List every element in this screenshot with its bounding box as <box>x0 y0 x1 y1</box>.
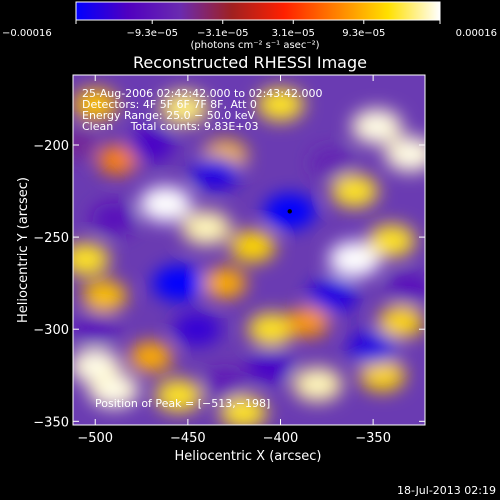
positive-emission-blob <box>82 280 127 312</box>
peak-marker <box>287 209 292 214</box>
emission-core <box>102 382 126 398</box>
peak-dot <box>287 209 292 214</box>
positive-emission-blob <box>73 88 118 121</box>
x-axis-label: Heliocentric X (arcsec) <box>175 449 322 464</box>
negative-emission-blob <box>190 155 241 190</box>
positive-emission-blob <box>97 145 138 175</box>
positive-emission-blob <box>247 312 295 346</box>
axis-ticks: −500 −450 −400 −350 −200 −250 −300 −350 <box>33 75 425 446</box>
positive-emission-blob <box>359 359 406 392</box>
footer-timestamp: 18‐Jul‐2013 02:19 <box>397 484 496 497</box>
negative-emission-blob <box>387 272 425 305</box>
colorbar-tick-label: 0.00016 <box>456 28 497 39</box>
positive-emission-blob <box>73 242 110 276</box>
positive-emission-blob <box>331 174 379 208</box>
plot-frame <box>72 74 426 426</box>
negative-emission-blob <box>173 312 222 347</box>
emission-core <box>342 251 367 268</box>
colorbar-tick-label: 9.3e−05 <box>342 28 385 39</box>
negative-emission-blob <box>311 148 354 179</box>
positive-emission-blob <box>256 87 304 121</box>
y-tick-label: −200 <box>33 139 69 154</box>
positive-emission-blob <box>368 224 416 258</box>
negative-emission-blob <box>73 130 97 160</box>
positive-emission-blob <box>219 395 267 425</box>
x-tick-label: −400 <box>263 431 299 446</box>
intensity-field <box>73 87 425 425</box>
positive-emission-blob <box>287 306 330 337</box>
emission-core <box>398 146 422 163</box>
annotation-energy-range: Energy Range: 25.0 − 50.0 keV <box>82 109 256 122</box>
peak-position-label: Position of Peak = [−513,−198] <box>95 397 270 410</box>
y-tick-label: −300 <box>33 323 69 338</box>
emission-core <box>173 100 196 116</box>
colorbar-tick-label: −3.1e−05 <box>197 28 249 39</box>
emission-core <box>195 220 218 236</box>
negative-emission-blob <box>348 330 398 365</box>
negative-emission-blob <box>203 369 247 400</box>
positive-emission-blob <box>155 379 203 413</box>
x-tick-label: −500 <box>77 431 113 446</box>
negative-emission-blob <box>127 128 175 162</box>
negative-emission-blob <box>91 202 137 235</box>
chart-title: Reconstructed RHESSI Image <box>133 53 367 72</box>
colorbar: −0.00016 −9.3e−05 −3.1e−05 3.1e−05 9.3e−05 0.… <box>2 1 497 51</box>
annotation-block: 25‐Aug‐2006 02:42:42.000 to 02:43:42.000… <box>82 87 323 410</box>
colorbar-tick-label: 3.1e−05 <box>272 28 315 39</box>
positive-emission-blob <box>129 341 173 373</box>
emission-core <box>365 118 389 135</box>
y-tick-label: −250 <box>33 231 69 246</box>
annotation-clean-counts: Clean Total counts: 9.83E+03 <box>82 120 259 133</box>
colorbar-ticks: −0.00016 −9.3e−05 −3.1e−05 3.1e−05 9.3e−05 0.… <box>2 20 497 39</box>
negative-emission-blob <box>73 313 118 345</box>
emission-core <box>306 376 329 393</box>
plot-area: −500 −450 −400 −350 −200 −250 −300 −350 <box>33 74 426 446</box>
y-axis-label: Heliocentric Y (arcsec) <box>16 177 31 323</box>
y-tick-label: −350 <box>33 415 69 430</box>
positive-emission-blob <box>229 230 276 263</box>
x-tick-label: −350 <box>355 431 391 446</box>
annotation-detectors: Detectors: 4F 5F 6F 7F 8F, Att 0 <box>82 98 257 111</box>
colorbar-tick-label: −9.3e−05 <box>126 28 178 39</box>
colorbar-unit-label: (photons cm⁻² s⁻¹ asec⁻²) <box>190 40 319 51</box>
colorbar-tick-label: −0.00016 <box>2 28 52 39</box>
negative-emission-blob <box>152 265 205 302</box>
negative-emission-blob <box>247 349 295 383</box>
negative-emission-blob <box>307 278 358 314</box>
x-tick-label: −450 <box>170 431 206 446</box>
emission-core <box>153 195 178 213</box>
annotation-time-range: 25‐Aug‐2006 02:42:42.000 to 02:43:42.000 <box>82 87 323 100</box>
positive-emission-blob <box>203 267 247 299</box>
emission-core <box>83 358 107 374</box>
positive-emission-blob <box>378 305 424 338</box>
colorbar-fill <box>75 1 441 21</box>
